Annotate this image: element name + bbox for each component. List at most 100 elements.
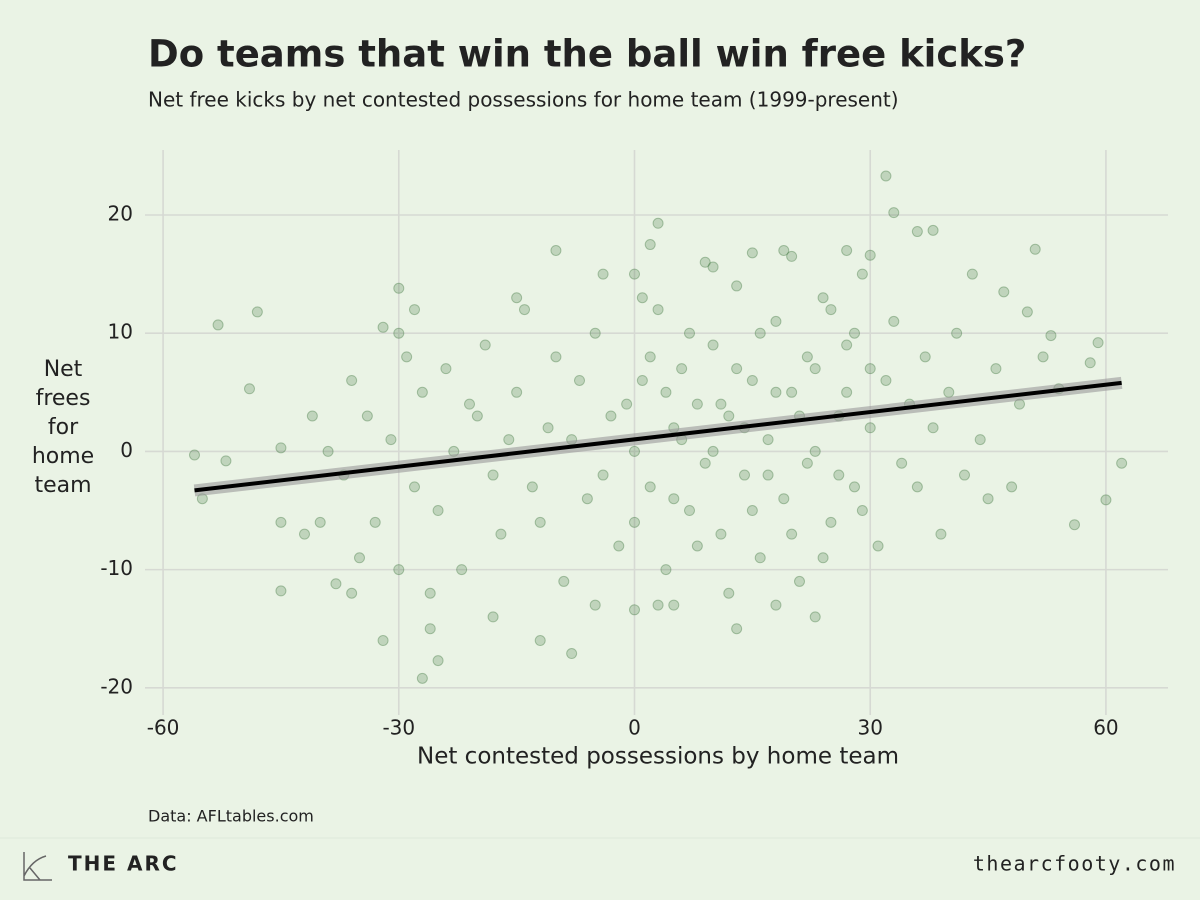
point [621, 398, 633, 410]
point [982, 493, 994, 505]
point [864, 249, 876, 261]
point [707, 445, 719, 457]
point [393, 327, 405, 339]
y-axis-label: Net [44, 357, 83, 382]
y-axis-label: for [48, 415, 79, 440]
point [1045, 330, 1057, 342]
point [966, 268, 978, 280]
point [306, 410, 318, 422]
point [888, 315, 900, 327]
point [464, 398, 475, 410]
point [495, 528, 507, 540]
point [707, 339, 719, 351]
point [275, 442, 287, 454]
point [275, 516, 287, 528]
trend-line [194, 380, 1122, 493]
point [409, 481, 420, 493]
point [589, 327, 601, 339]
point [244, 383, 255, 395]
point [644, 239, 656, 251]
point [731, 623, 743, 635]
point [613, 540, 625, 552]
points [189, 170, 1128, 684]
point [636, 292, 648, 304]
point [1006, 481, 1018, 493]
point [581, 493, 593, 505]
point [189, 449, 200, 461]
point [927, 224, 939, 236]
point [393, 564, 405, 576]
point [1100, 494, 1112, 506]
point [849, 481, 860, 493]
point [1037, 351, 1049, 363]
point [990, 363, 1002, 375]
point [762, 469, 774, 481]
point [801, 351, 813, 363]
point [330, 578, 342, 590]
point [911, 481, 923, 493]
point [1084, 357, 1096, 369]
labels: -20 -10 0 10 20 -60 -30 0 30 60 Net frees for home tea… [32, 202, 1119, 740]
grid [145, 150, 1168, 715]
point [636, 374, 648, 386]
point [699, 256, 711, 268]
website: thearcfooty.com [973, 852, 1176, 876]
point [959, 469, 970, 481]
point [212, 319, 224, 331]
point [739, 469, 750, 481]
x-axis-label: Net contested possessions by home team [417, 744, 899, 770]
point [778, 244, 790, 256]
point [699, 457, 711, 469]
point [275, 585, 287, 597]
point [629, 268, 640, 280]
point [574, 374, 585, 386]
point [660, 564, 672, 576]
point [841, 386, 853, 398]
point [872, 540, 884, 552]
point [715, 528, 727, 540]
point [629, 604, 640, 616]
point [864, 422, 876, 434]
point [440, 363, 452, 375]
point [471, 410, 483, 422]
point [746, 374, 758, 386]
point [786, 250, 798, 262]
point [723, 587, 735, 599]
point [377, 321, 389, 333]
point [652, 304, 664, 316]
point [770, 315, 782, 327]
point [534, 516, 546, 528]
point [597, 268, 609, 280]
point [927, 422, 939, 434]
point [919, 351, 931, 363]
point [652, 599, 664, 611]
y-axis-label: home [32, 444, 94, 469]
point [251, 306, 263, 318]
point [856, 268, 868, 280]
brand: THE ARC [68, 852, 179, 876]
point [707, 261, 719, 273]
point [519, 304, 530, 316]
point [809, 445, 821, 457]
point [534, 635, 546, 647]
point [542, 422, 554, 434]
point [1021, 306, 1033, 318]
point [566, 648, 578, 660]
point [629, 516, 640, 528]
point [770, 599, 782, 611]
point [377, 635, 389, 647]
point [691, 540, 703, 552]
point [424, 623, 436, 635]
point [943, 386, 955, 398]
point [597, 469, 609, 481]
point [550, 244, 562, 256]
point [314, 516, 326, 528]
point [754, 552, 766, 564]
point [1116, 457, 1128, 469]
point [896, 457, 908, 469]
point [746, 247, 758, 259]
point [1069, 519, 1080, 531]
y-tick-label: 0 [120, 438, 133, 462]
point [786, 528, 798, 540]
point [550, 351, 562, 363]
